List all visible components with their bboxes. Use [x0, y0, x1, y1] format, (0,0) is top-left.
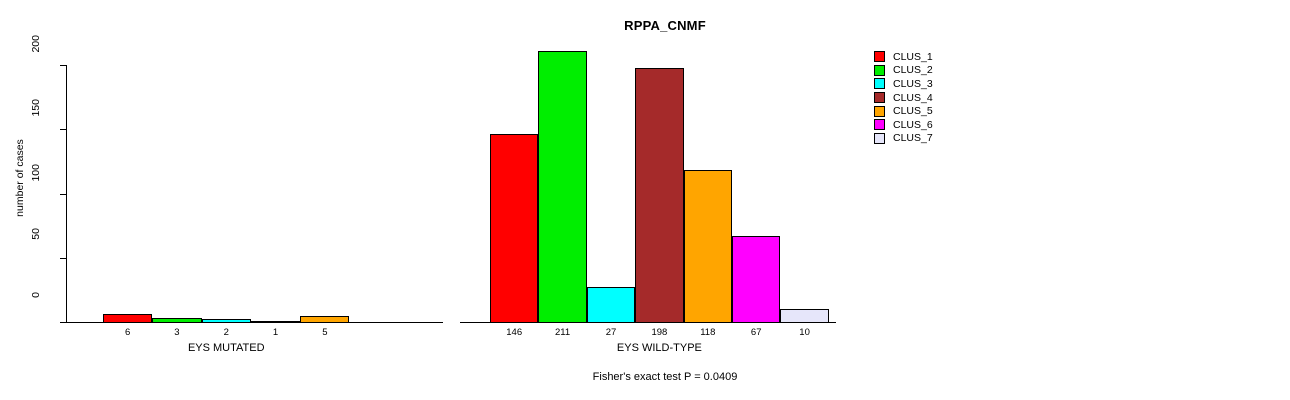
bar-value-label: 198 [651, 327, 668, 338]
bar-value-label: 146 [506, 327, 523, 338]
bar-value-label: 118 [700, 327, 716, 338]
bar [780, 309, 829, 323]
y-axis-tick [60, 129, 67, 131]
bar [103, 314, 153, 323]
bar-value-label: 6 [125, 327, 131, 338]
statistical-test-result: Fisher's exact test P = 0.0409 [592, 371, 738, 383]
legend-swatch-icon [874, 92, 885, 104]
bar [586, 287, 636, 323]
legend-swatch-icon [874, 51, 885, 63]
legend-item: CLUS_7 [874, 132, 1004, 146]
legend-item: CLUS_1 [874, 50, 1004, 64]
legend-swatch-icon [874, 132, 885, 144]
legend-item-label: CLUS_3 [893, 77, 933, 90]
bar-value-label: 27 [605, 327, 617, 338]
bar [538, 50, 587, 323]
legend-swatch-icon [874, 119, 885, 131]
y-axis-tick [60, 193, 67, 195]
y-axis-tick [60, 322, 67, 323]
bar [490, 134, 539, 323]
bar [250, 320, 301, 323]
y-axis-tick [60, 65, 67, 66]
legend-item-label: CLUS_4 [893, 91, 933, 104]
legend-item-label: CLUS_2 [893, 64, 933, 77]
bar-value-label: 10 [799, 327, 810, 338]
bar [635, 67, 684, 323]
bar [201, 319, 251, 323]
bar [683, 170, 732, 323]
y-axis-tick-label: 50 [30, 227, 42, 240]
y-axis-tick-label: 200 [30, 35, 42, 53]
legend: CLUS_1 CLUS_2 CLUS_3 CLUS_4 CLUS_5 CLUS_6 CLUS… [874, 50, 1004, 145]
legend-item-label: CLUS_1 [893, 50, 933, 63]
legend-swatch-icon [874, 78, 885, 90]
legend-swatch-icon [874, 105, 885, 117]
legend-item: CLUS_6 [874, 118, 1004, 132]
bar [300, 315, 350, 323]
bar-value-label: 211 [555, 327, 571, 338]
legend-item-label: CLUS_6 [893, 118, 933, 131]
y-axis-label: number of cases [14, 139, 26, 217]
y-axis-tick [60, 257, 67, 259]
bar-value-label: 5 [322, 327, 328, 338]
bar-value-label: 3 [174, 327, 180, 338]
y-axis-tick-label: 100 [30, 163, 42, 182]
legend-item: CLUS_4 [874, 91, 1004, 105]
page-title: RPPA_CNMF [624, 18, 706, 33]
bar-value-label: 67 [750, 327, 762, 338]
y-axis-tick-label: 0 [30, 292, 42, 298]
bar-value-label: 1 [272, 327, 279, 338]
legend-item: CLUS_3 [874, 77, 1004, 91]
legend-item: CLUS_5 [874, 104, 1004, 118]
legend-item-label: CLUS_5 [893, 105, 933, 118]
x-axis-label-mutated: EYS MUTATED [187, 342, 265, 354]
legend-swatch-icon [874, 64, 885, 76]
x-axis-label-wildtype: EYS WILD-TYPE [616, 342, 702, 354]
bar-value-label: 2 [223, 327, 229, 338]
legend-item: CLUS_2 [874, 64, 1004, 78]
bar [152, 318, 202, 323]
legend-item-label: CLUS_7 [893, 132, 933, 145]
bar [732, 235, 781, 323]
y-axis-tick-label: 150 [30, 99, 42, 117]
